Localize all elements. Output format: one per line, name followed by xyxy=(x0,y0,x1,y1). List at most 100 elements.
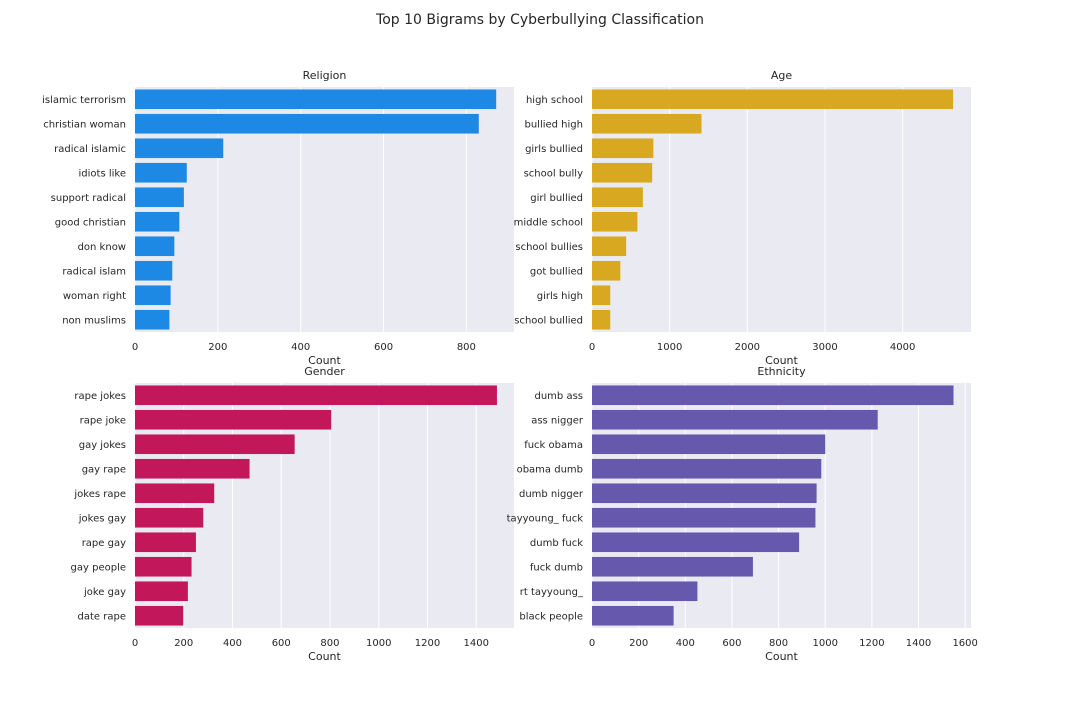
gender-category-label: rape gay xyxy=(82,538,126,549)
age-bar-high-school xyxy=(592,89,954,110)
age-x-tick-label: 3000 xyxy=(812,342,837,353)
gender-category-label: date rape xyxy=(78,611,126,622)
ethnicity-bar-tayyoung-fuck xyxy=(592,507,816,528)
gender-category-label: rape joke xyxy=(80,415,126,426)
age-category-label: school bullies xyxy=(515,242,583,253)
ethnicity-x-tick-label: 200 xyxy=(629,638,648,649)
ethnicity-bar-fuck-obama xyxy=(592,434,826,455)
age-category-label: girl bullied xyxy=(530,193,583,204)
age-bar-girl-bullied xyxy=(592,187,643,208)
gender-bar-rape-gay xyxy=(135,532,196,553)
gender-bar-date-rape xyxy=(135,605,184,626)
ethnicity-bar-ass-nigger xyxy=(592,409,878,430)
gender-x-tick-label: 800 xyxy=(320,638,339,649)
religion-category-label: idiots like xyxy=(79,168,126,179)
age-x-tick-label: 2000 xyxy=(735,342,760,353)
ethnicity-category-label: dumb fuck xyxy=(530,538,583,549)
religion-title: Religion xyxy=(303,69,347,82)
ethnicity-bar-obama-dumb xyxy=(592,458,822,479)
gender-x-tick-label: 0 xyxy=(132,638,138,649)
ethnicity-category-label: rt tayyoung_ xyxy=(520,587,584,598)
ethnicity-x-tick-label: 1400 xyxy=(906,638,931,649)
age-category-label: bullied high xyxy=(524,119,583,130)
religion-category-label: islamic terrorism xyxy=(42,95,126,106)
gender-category-label: rape jokes xyxy=(74,391,126,402)
religion-x-tick-label: 600 xyxy=(374,342,393,353)
gender-x-tick-label: 1000 xyxy=(366,638,391,649)
ethnicity-bar-dumb-nigger xyxy=(592,483,817,504)
age-category-label: school bully xyxy=(524,168,583,179)
age-bar-girls-bullied xyxy=(592,138,654,159)
age-category-label: high school xyxy=(526,95,583,106)
gender-category-label: gay people xyxy=(71,562,126,573)
age-bar-school-bullied xyxy=(592,309,611,330)
religion-category-label: support radical xyxy=(51,193,126,204)
ethnicity-x-axis-label: Count xyxy=(765,650,798,663)
ethnicity-category-label: black people xyxy=(519,611,583,622)
gender-x-tick-label: 1200 xyxy=(415,638,440,649)
religion-category-label: christian woman xyxy=(43,119,126,130)
religion-category-label: non muslims xyxy=(62,315,126,326)
age-category-label: girls bullied xyxy=(525,144,583,155)
religion-bar-support-radical xyxy=(135,187,184,208)
gender-bar-jokes-rape xyxy=(135,483,215,504)
gender-x-tick-label: 600 xyxy=(272,638,291,649)
gender-bar-rape-jokes xyxy=(135,385,497,406)
religion-bar-radical-islam xyxy=(135,260,173,281)
religion-bar-non-muslims xyxy=(135,309,170,330)
ethnicity-x-tick-label: 400 xyxy=(676,638,695,649)
ethnicity-bar-dumb-fuck xyxy=(592,532,800,553)
age-category-label: got bullied xyxy=(530,266,583,277)
age-x-tick-label: 4000 xyxy=(890,342,915,353)
panel-gender: rape jokes rape joke gay jokes gay rape joke… xyxy=(71,365,514,663)
gender-bar-gay-jokes xyxy=(135,434,295,455)
ethnicity-x-tick-label: 600 xyxy=(722,638,741,649)
ethnicity-x-tick-label: 1600 xyxy=(952,638,977,649)
gender-x-axis-label: Count xyxy=(308,650,341,663)
ethnicity-x-tick-label: 1000 xyxy=(813,638,838,649)
age-x-tick-label: 1000 xyxy=(657,342,682,353)
religion-x-axis-label: Count xyxy=(308,354,341,367)
ethnicity-x-tick-label: 0 xyxy=(589,638,595,649)
religion-x-tick-label: 0 xyxy=(132,342,138,353)
age-x-axis-label: Count xyxy=(765,354,798,367)
age-bar-middle-school xyxy=(592,211,638,232)
ethnicity-category-label: dumb nigger xyxy=(519,489,584,500)
ethnicity-x-tick-label: 1200 xyxy=(859,638,884,649)
gender-bar-rape-joke xyxy=(135,409,332,430)
religion-bar-good-christian xyxy=(135,211,180,232)
religion-category-label: radical islam xyxy=(62,266,126,277)
figure-title: Top 10 Bigrams by Cyberbullying Classifi… xyxy=(375,12,704,28)
gender-title: Gender xyxy=(304,365,345,378)
religion-category-label: woman right xyxy=(63,291,126,302)
religion-bar-radical-islamic xyxy=(135,138,224,159)
religion-bar-don-know xyxy=(135,236,175,257)
gender-category-label: jokes rape xyxy=(73,489,126,500)
religion-bar-woman-right xyxy=(135,285,171,306)
ethnicity-bar-rt-tayyoung xyxy=(592,581,698,602)
panel-ethnicity: dumb ass ass nigger fuck obama obama dumb du… xyxy=(507,365,978,663)
age-title: Age xyxy=(771,69,793,82)
gender-category-label: gay jokes xyxy=(79,440,126,451)
age-category-label: middle school xyxy=(514,217,583,228)
age-bar-bullied-high xyxy=(592,113,702,134)
ethnicity-x-tick-label: 800 xyxy=(769,638,788,649)
ethnicity-title: Ethnicity xyxy=(757,365,806,378)
gender-bar-gay-people xyxy=(135,556,192,577)
religion-category-label: don know xyxy=(78,242,126,253)
age-x-tick-label: 0 xyxy=(589,342,595,353)
religion-bar-christian-woman xyxy=(135,113,479,134)
gender-bar-joke-gay xyxy=(135,581,188,602)
gender-x-tick-label: 200 xyxy=(174,638,193,649)
religion-x-tick-label: 800 xyxy=(457,342,476,353)
gender-x-tick-label: 1400 xyxy=(463,638,488,649)
age-bar-got-bullied xyxy=(592,260,621,281)
ethnicity-bar-black-people xyxy=(592,605,674,626)
gender-bar-jokes-gay xyxy=(135,507,204,528)
ethnicity-category-label: tayyoung_ fuck xyxy=(507,513,584,524)
panel-age: high school bullied high girls bullied scho… xyxy=(514,69,971,367)
age-bar-girls-high xyxy=(592,285,611,306)
panel-religion: islamic terrorism christian woman radical … xyxy=(42,69,514,367)
ethnicity-category-label: dumb ass xyxy=(534,391,583,402)
